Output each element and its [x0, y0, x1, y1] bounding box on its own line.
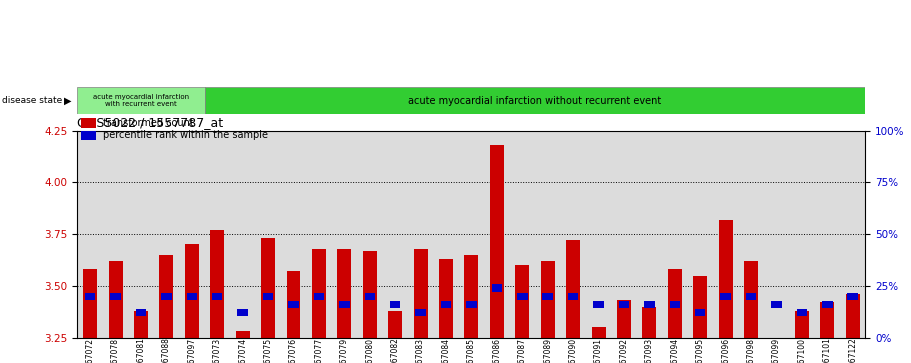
Bar [568, 293, 578, 300]
Bar [205, 87, 865, 114]
Bar [820, 302, 834, 338]
Bar [845, 294, 860, 338]
Bar [822, 301, 833, 308]
Bar [415, 309, 425, 317]
Bar [136, 309, 147, 317]
Bar [693, 276, 707, 338]
Bar [619, 301, 630, 308]
Bar [847, 293, 858, 300]
Bar [642, 307, 656, 338]
Bar [261, 238, 275, 338]
Bar [517, 293, 527, 300]
Bar [238, 309, 248, 317]
Bar [288, 301, 299, 308]
Bar [414, 249, 427, 338]
Bar [439, 259, 453, 338]
Bar [566, 240, 580, 338]
Bar [85, 293, 96, 300]
Bar [134, 311, 148, 338]
Bar [668, 269, 681, 338]
Bar [312, 249, 326, 338]
Bar [593, 301, 604, 308]
Bar [772, 301, 782, 308]
Text: acute myocardial infarction without recurrent event: acute myocardial infarction without recu… [408, 96, 661, 106]
Bar [364, 293, 375, 300]
Bar [466, 301, 476, 308]
Bar [746, 293, 756, 300]
Bar [591, 327, 606, 338]
Bar [108, 261, 123, 338]
Bar [795, 311, 809, 338]
Bar [644, 301, 655, 308]
Bar [81, 118, 96, 128]
Bar [185, 245, 199, 338]
Bar [263, 293, 273, 300]
Text: transformed count: transformed count [103, 118, 193, 128]
Text: percentile rank within the sample: percentile rank within the sample [103, 130, 268, 140]
Bar [670, 301, 680, 308]
Bar [796, 309, 807, 317]
Bar [83, 269, 97, 338]
Bar [77, 87, 205, 114]
Bar [617, 300, 631, 338]
Bar [81, 131, 96, 140]
Text: disease state: disease state [2, 96, 62, 105]
Bar [695, 309, 705, 317]
Bar [363, 251, 377, 338]
Bar [110, 293, 121, 300]
Bar [390, 301, 401, 308]
Text: acute myocardial infarction
with recurrent event: acute myocardial infarction with recurre… [93, 94, 189, 107]
Bar [541, 261, 555, 338]
Bar [465, 255, 478, 338]
Bar [187, 293, 197, 300]
Bar [441, 301, 451, 308]
Bar [744, 261, 758, 338]
Bar [313, 293, 324, 300]
Bar [212, 293, 222, 300]
Bar [542, 293, 553, 300]
Bar [516, 265, 529, 338]
Bar [339, 301, 350, 308]
Bar [388, 311, 402, 338]
Bar [721, 293, 731, 300]
Bar [337, 249, 352, 338]
Bar [159, 255, 173, 338]
Bar [210, 230, 224, 338]
Bar [287, 272, 301, 338]
Bar [236, 331, 250, 338]
Bar [161, 293, 171, 300]
Bar [492, 284, 502, 291]
Text: ▶: ▶ [64, 96, 71, 106]
Bar [490, 145, 504, 338]
Bar [719, 220, 732, 338]
Text: GDS5022 / 1557787_at: GDS5022 / 1557787_at [77, 117, 223, 130]
